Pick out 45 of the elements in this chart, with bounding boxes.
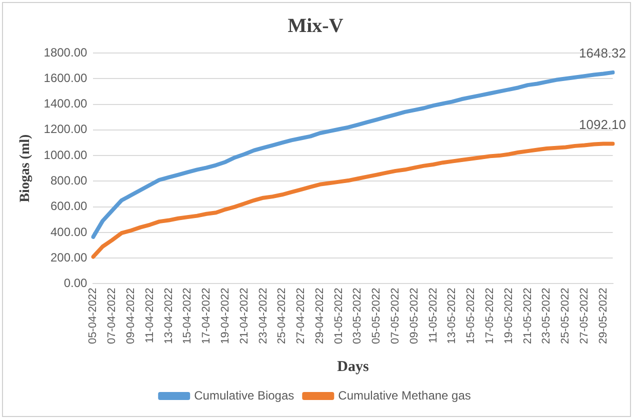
x-tick-label: 09-05-2022 [408,288,420,344]
x-tick-label: 05-04-2022 [87,288,100,344]
x-tick-label: 27-04-2022 [295,288,308,344]
x-tick-label: 29-05-2022 [597,288,610,344]
x-tick-label: 21-05-2022 [522,288,534,344]
x-tick-label: 11-05-2022 [427,288,440,344]
data-label: 1092.10 [579,116,626,132]
y-tick-label: 1200.00 [44,122,88,136]
x-tick-label: 27-05-2022 [578,288,590,344]
x-tick-label: 13-04-2022 [162,288,175,344]
x-tick-label: 21-04-2022 [238,288,250,344]
x-tick-label: 17-05-2022 [484,288,496,344]
x-tick-label: 19-04-2022 [219,288,232,344]
x-tick-label: 07-04-2022 [106,288,118,344]
data-label: 1648.32 [579,46,626,61]
x-axis-title: Days [337,358,369,375]
x-tick-label: 07-05-2022 [390,288,402,344]
x-tick-label: 29-04-2022 [314,288,326,344]
y-axis-title: Biogas (ml) [18,134,34,202]
x-tick-label: 01-05-2022 [332,288,345,344]
y-tick-label: 600.00 [50,199,88,214]
y-tick-label: 1400.00 [44,96,88,111]
y-tick-label: 200.00 [50,250,88,264]
y-tick-label: 400.00 [50,224,88,239]
y-tick-label: 0.00 [64,276,88,290]
y-tick-label: 1600.00 [44,70,88,85]
x-tick-label: 25-05-2022 [560,288,572,344]
x-tick-label: 15-04-2022 [182,288,194,344]
legend-label: Cumulative Biogas [194,388,294,402]
x-tick-label: 13-05-2022 [446,288,458,344]
x-tick-label: 09-04-2022 [125,288,137,344]
y-tick-label: 800.00 [50,173,88,188]
x-tick-label: 19-05-2022 [502,288,515,344]
y-tick-label: 1000.00 [44,148,88,162]
chart-title: Mix-V [288,15,344,38]
y-tick-label: 1800.00 [44,45,88,60]
x-tick-label: 15-05-2022 [465,288,478,344]
x-tick-label: 05-05-2022 [370,288,383,344]
legend-label: Cumulative Methane gas [338,388,471,402]
x-tick-label: 03-05-2022 [352,288,364,344]
x-tick-label: 17-04-2022 [200,288,213,344]
x-tick-label: 25-04-2022 [276,288,288,344]
x-tick-label: 23-04-2022 [257,288,270,344]
x-tick-label: 11-04-2022 [144,288,156,344]
x-tick-label: 23-05-2022 [540,288,553,344]
